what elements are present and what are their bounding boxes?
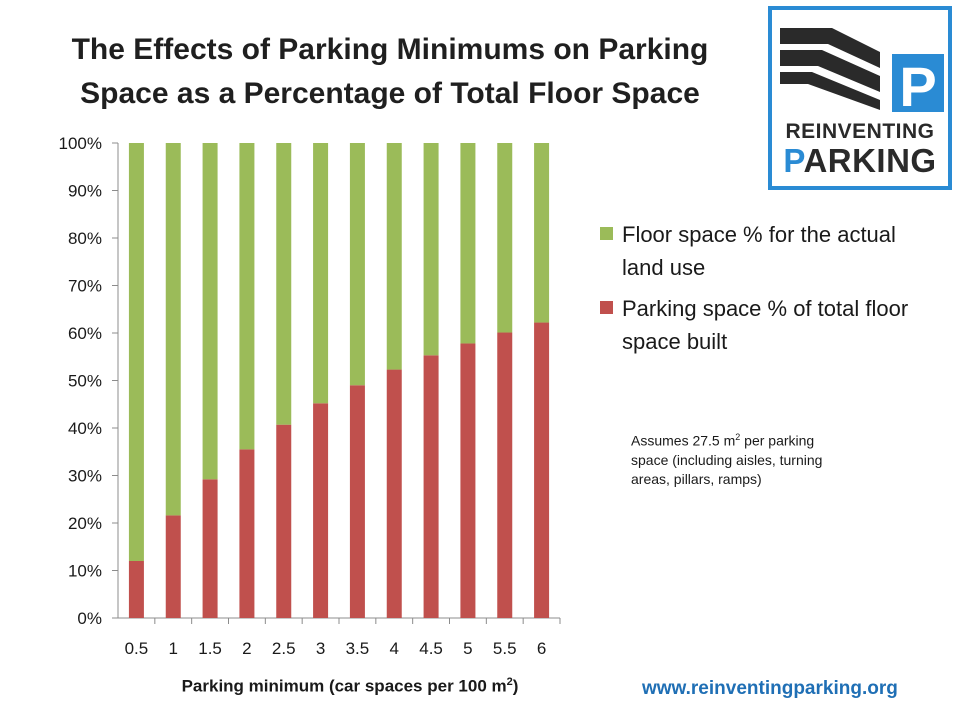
note-prefix: Assumes 27.5 m — [631, 432, 736, 449]
y-tick-label: 20% — [68, 514, 102, 533]
y-tick-label: 100% — [59, 134, 102, 153]
legend-label-floor-space: Floor space % for the actual land use — [622, 222, 896, 280]
y-tick-label: 10% — [68, 562, 102, 581]
assumption-note: Assumes 27.5 m2 per parking space (inclu… — [631, 428, 831, 489]
legend-item-parking-space: Parking space % of total floor space bui… — [600, 292, 920, 358]
parking-p-road-icon: P — [780, 28, 944, 118]
reinventing-parking-logo: P REINVENTING PARKING — [768, 6, 952, 190]
bar-parking-space — [276, 424, 292, 618]
y-tick-label: 50% — [68, 372, 102, 391]
bar-floor-space — [239, 143, 255, 450]
bar-floor-space — [497, 143, 513, 333]
x-tick-label: 3.5 — [346, 639, 370, 658]
legend: Floor space % for the actual land use Pa… — [600, 218, 920, 366]
bar-parking-space — [534, 322, 550, 618]
bar-parking-space — [202, 479, 218, 618]
x-tick-label: 4 — [390, 639, 399, 658]
bar-floor-space — [165, 143, 181, 516]
x-tick-label: 5 — [463, 639, 472, 658]
bar-floor-space — [276, 143, 292, 425]
bar-floor-space — [349, 143, 365, 386]
bar-parking-space — [349, 385, 365, 618]
y-tick-label: 80% — [68, 229, 102, 248]
x-tick-label: 2 — [242, 639, 251, 658]
bar-parking-space — [386, 369, 402, 618]
logo-text-parking: PARKING — [772, 142, 948, 180]
y-tick-label: 70% — [68, 277, 102, 296]
y-tick-label: 30% — [68, 467, 102, 486]
x-tick-label: 1.5 — [198, 639, 222, 658]
xlabel-sup: 2 — [506, 676, 513, 688]
svg-text:P: P — [899, 55, 936, 118]
x-axis-label: Parking minimum (car spaces per 100 m2) — [130, 676, 570, 697]
website-link[interactable]: www.reinventingparking.org — [642, 678, 898, 699]
legend-item-floor-space: Floor space % for the actual land use — [600, 218, 920, 284]
bar-parking-space — [165, 515, 181, 618]
y-tick-label: 90% — [68, 182, 102, 201]
x-tick-label: 1 — [169, 639, 178, 658]
bar-floor-space — [313, 143, 329, 404]
legend-swatch-parking-space — [600, 301, 613, 314]
y-tick-label: 60% — [68, 324, 102, 343]
bar-floor-space — [202, 143, 218, 480]
note-sup: 2 — [735, 432, 741, 442]
logo-arking: ARKING — [803, 142, 937, 179]
bar-parking-space — [460, 343, 476, 618]
bar-parking-space — [423, 355, 439, 618]
bar-floor-space — [460, 143, 476, 344]
bar-parking-space — [313, 403, 329, 618]
logo-text-reinventing: REINVENTING — [785, 120, 935, 143]
legend-swatch-floor-space — [600, 227, 613, 240]
bar-floor-space — [128, 143, 144, 561]
bar-parking-space — [497, 332, 513, 618]
x-tick-label: 3 — [316, 639, 325, 658]
x-tick-label: 2.5 — [272, 639, 296, 658]
logo-p-letter: P — [783, 142, 804, 179]
x-tick-label: 0.5 — [125, 639, 149, 658]
bar-parking-space — [128, 561, 144, 618]
xlabel-suffix: ) — [512, 676, 519, 696]
x-tick-label: 6 — [537, 639, 546, 658]
bar-parking-space — [239, 449, 255, 618]
x-tick-label: 4.5 — [419, 639, 443, 658]
chart-title: The Effects of Parking Minimums on Parki… — [71, 33, 709, 110]
legend-label-parking-space: Parking space % of total floor space bui… — [622, 296, 909, 354]
bar-floor-space — [386, 143, 402, 370]
y-tick-label: 40% — [68, 419, 102, 438]
note-rest: per parking space (including aisles, tur… — [631, 432, 823, 487]
bar-floor-space — [423, 143, 439, 356]
bar-floor-space — [534, 143, 550, 323]
xlabel-prefix: Parking minimum (car spaces per 100 m — [181, 676, 507, 696]
x-tick-label: 5.5 — [493, 639, 517, 658]
y-tick-label: 0% — [77, 609, 102, 628]
